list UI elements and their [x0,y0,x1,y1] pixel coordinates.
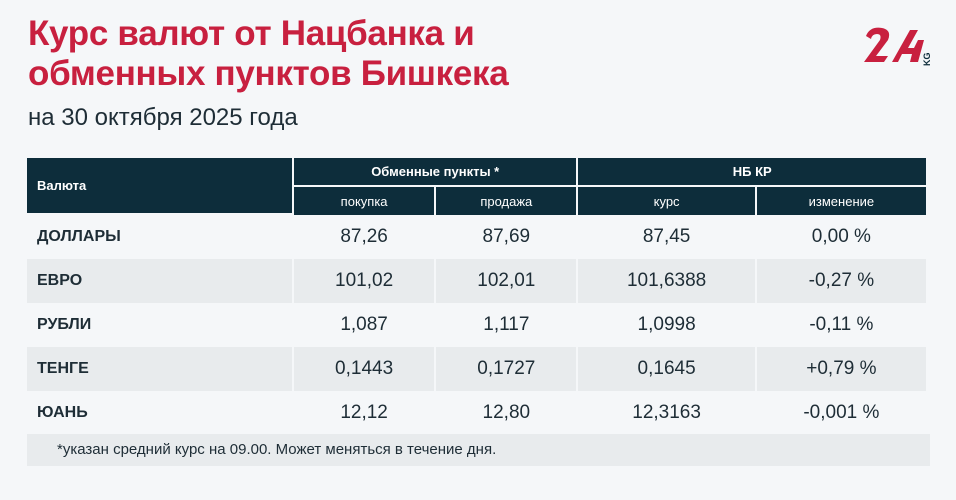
title-line-2: обменных пунктов Бишкека [28,54,509,93]
buy-rate: 101,02 [294,259,435,303]
currency-name: ТЕНГЕ [27,347,292,391]
rate-change: 0,00 % [756,215,926,259]
sell-rate: 12,80 [436,391,577,435]
currency-name: РУБЛИ [27,303,292,347]
24kg-logo: KG [864,27,932,67]
header-rate: курс [578,187,755,215]
table-row: ЮАНЬ 12,12 12,80 12,3163 -0,001 % [27,391,926,435]
sell-rate: 1,117 [436,303,577,347]
rate-change: -0,11 % [756,303,926,347]
sell-rate: 102,01 [436,259,577,303]
rate-change: -0,27 % [756,259,926,303]
header-change: изменение [756,187,926,215]
header-currency: Валюта [27,158,292,215]
rate-change: -0,001 % [756,391,926,435]
header-exchange-points: Обменные пункты * [294,158,577,187]
nbkr-rate: 0,1645 [578,347,755,391]
header-nbkr: НБ КР [578,158,926,187]
title-line-1: Курс валют от Нацбанка и [28,14,475,53]
subtitle-date: на 30 октября 2025 года [28,104,298,131]
nbkr-rate: 101,6388 [578,259,755,303]
currency-name: ЮАНЬ [27,391,292,435]
table-row: ЕВРО 101,02 102,01 101,6388 -0,27 % [27,259,926,303]
table-row: ТЕНГЕ 0,1443 0,1727 0,1645 +0,79 % [27,347,926,391]
currency-name: ДОЛЛАРЫ [27,215,292,259]
buy-rate: 87,26 [294,215,435,259]
buy-rate: 1,087 [294,303,435,347]
svg-text:KG: KG [922,53,932,67]
header-sell: продажа [436,187,577,215]
buy-rate: 12,12 [294,391,435,435]
table-row: ДОЛЛАРЫ 87,26 87,69 87,45 0,00 % [27,215,926,259]
rate-change: +0,79 % [756,347,926,391]
currency-table: Валюта Обменные пункты * НБ КР покупка п… [25,158,928,435]
buy-rate: 0,1443 [294,347,435,391]
page-title: Курс валют от Нацбанка и обменных пункто… [28,14,509,94]
currency-name: ЕВРО [27,259,292,303]
footnote: *указан средний курс на 09.00. Может мен… [27,434,930,466]
header-buy: покупка [294,187,435,215]
sell-rate: 87,69 [436,215,577,259]
table-row: РУБЛИ 1,087 1,117 1,0998 -0,11 % [27,303,926,347]
nbkr-rate: 1,0998 [578,303,755,347]
nbkr-rate: 12,3163 [578,391,755,435]
nbkr-rate: 87,45 [578,215,755,259]
sell-rate: 0,1727 [436,347,577,391]
